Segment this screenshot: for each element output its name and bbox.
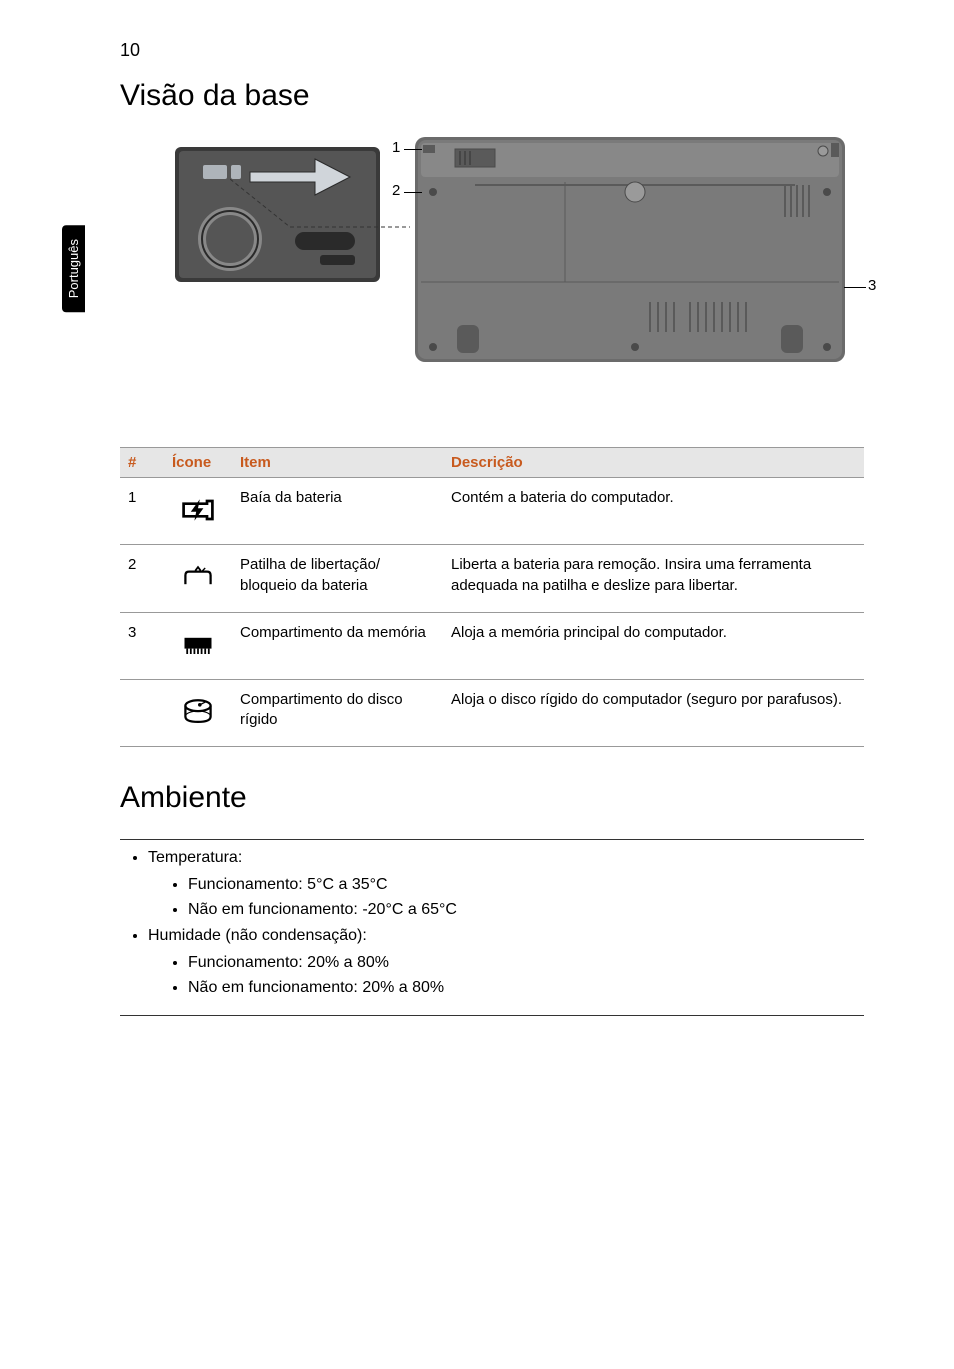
section-title-base-view: Visão da base <box>120 79 864 113</box>
callout-1: 1 <box>392 139 400 156</box>
battery-icon <box>180 492 216 528</box>
list-item: Temperatura: Funcionamento: 5°C a 35°C N… <box>148 846 864 922</box>
cell-icon <box>164 679 232 746</box>
callout-dashed-line <box>230 179 410 239</box>
memory-icon <box>180 627 216 663</box>
base-diagram: 1 2 3 <box>120 137 860 397</box>
cell-desc: Liberta a bateria para remoção. Insira u… <box>443 545 864 612</box>
table-row: 3 Compartimento da memória Aloja a memór <box>120 612 864 679</box>
th-icon: Ícone <box>164 448 232 478</box>
cell-num: 1 <box>120 478 164 545</box>
env-label: Humidade (não condensação): <box>148 927 367 944</box>
cell-num: 3 <box>120 612 164 679</box>
cell-desc: Aloja o disco rígido do computador (segu… <box>443 679 864 746</box>
language-tab: Português <box>62 225 85 312</box>
environment-list: Temperatura: Funcionamento: 5°C a 35°C N… <box>120 839 864 1016</box>
section-title-environment: Ambiente <box>120 781 864 815</box>
list-item: Funcionamento: 20% a 80% <box>188 951 864 976</box>
callout-line <box>844 287 866 288</box>
th-desc: Descrição <box>443 448 864 478</box>
cell-item: Patilha de libertação/ bloqueio da bater… <box>232 545 443 612</box>
cell-desc: Contém a bateria do computador. <box>443 478 864 545</box>
latch-icon <box>180 559 216 595</box>
spec-table: # Ícone Item Descrição 1 Baía da bateria… <box>120 447 864 747</box>
cell-num: 2 <box>120 545 164 612</box>
cell-item: Baía da bateria <box>232 478 443 545</box>
hdd-icon <box>180 694 216 730</box>
env-label: Temperatura: <box>148 849 242 866</box>
table-row: 1 Baía da bateria Contém a bateria do co… <box>120 478 864 545</box>
th-num: # <box>120 448 164 478</box>
diagram-bottom-view <box>415 137 845 362</box>
table-row: Compartimento do disco rígido Aloja o di… <box>120 679 864 746</box>
callout-line <box>404 149 422 150</box>
list-item: Não em funcionamento: 20% a 80% <box>188 976 864 1001</box>
list-item: Humidade (não condensação): Funcionament… <box>148 924 864 1000</box>
list-item: Não em funcionamento: -20°C a 65°C <box>188 898 864 923</box>
cell-icon <box>164 545 232 612</box>
cell-icon <box>164 478 232 545</box>
cell-item: Compartimento do disco rígido <box>232 679 443 746</box>
cell-item: Compartimento da memória <box>232 612 443 679</box>
cell-num <box>120 679 164 746</box>
cell-desc: Aloja a memória principal do computador. <box>443 612 864 679</box>
th-item: Item <box>232 448 443 478</box>
list-item: Funcionamento: 5°C a 35°C <box>188 873 864 898</box>
cell-icon <box>164 612 232 679</box>
page-number: 10 <box>120 40 864 61</box>
callout-3: 3 <box>868 277 876 294</box>
table-row: 2 Patilha de libertação/ bloqueio da bat… <box>120 545 864 612</box>
